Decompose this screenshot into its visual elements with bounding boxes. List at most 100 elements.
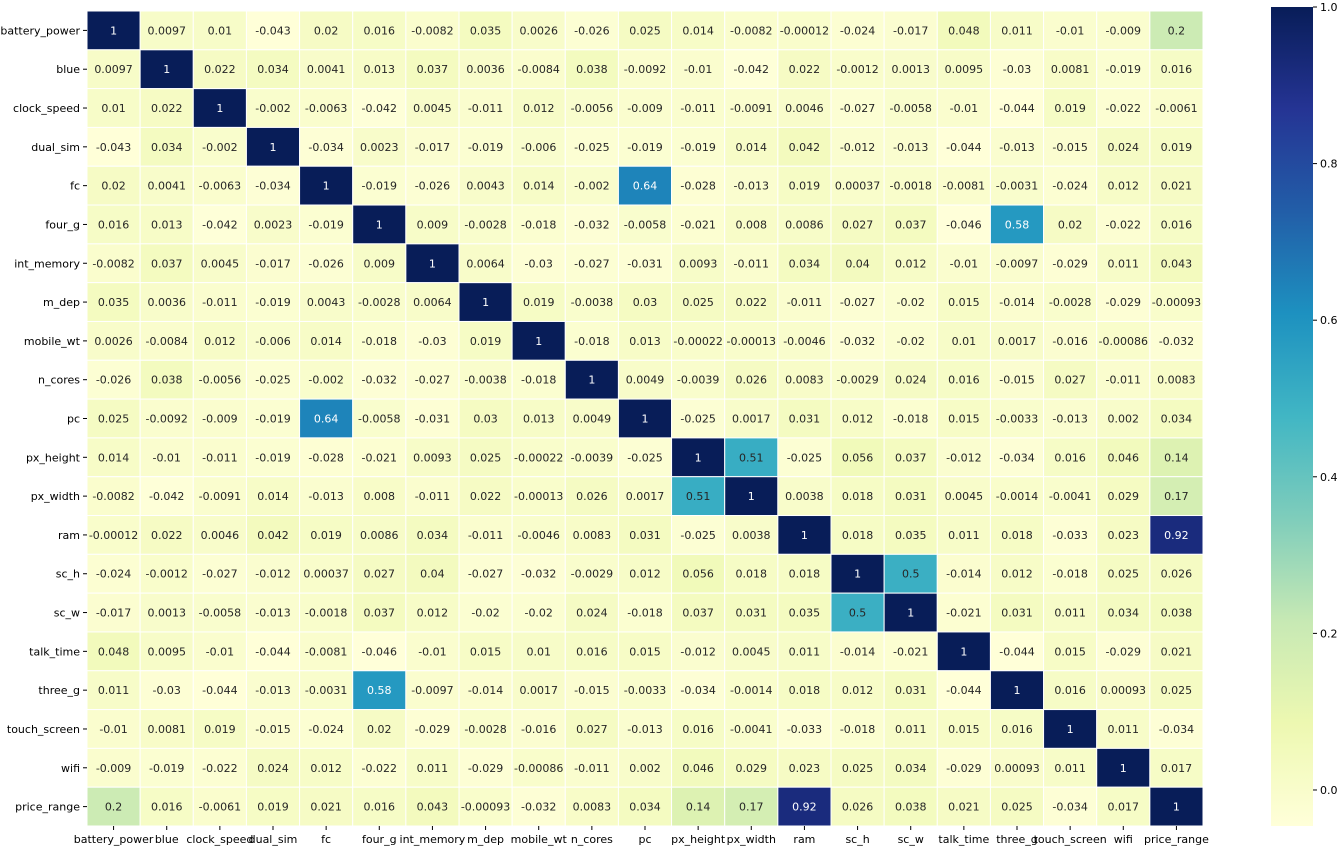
heatmap-cell	[777, 592, 832, 633]
heatmap-cell	[245, 126, 301, 167]
cell-value-label: 0.017	[1108, 801, 1140, 814]
heatmap-cell	[458, 49, 513, 90]
cell-value-label: 0.016	[1001, 723, 1033, 736]
heatmap-cell	[192, 592, 247, 633]
heatmap-cell	[989, 515, 1045, 555]
heatmap-cell	[777, 204, 832, 245]
cell-value-label: -0.013	[627, 723, 662, 736]
cell-value-label: 0.01	[208, 24, 233, 37]
cell-value-label: -0.029	[946, 762, 981, 775]
heatmap-cell	[564, 126, 619, 167]
colorbar: 0.0 0.2 0.4 0.6 0.8 1.0	[1271, 1, 1338, 826]
heatmap-cell	[299, 243, 354, 284]
y-tick-label: touch_screen	[7, 723, 80, 736]
heatmap-cell	[564, 359, 619, 400]
heatmap-cell	[1043, 282, 1098, 322]
cell-value-label: -0.0014	[730, 684, 772, 697]
heatmap-cell	[989, 631, 1045, 672]
cell-value-label: -0.0033	[624, 684, 666, 697]
heatmap-cell	[671, 670, 726, 711]
cell-value-label: 0.031	[789, 413, 821, 426]
heatmap-cell	[936, 359, 991, 400]
cell-value-label: 0.035	[789, 607, 821, 620]
cell-value-label: 0.034	[1161, 413, 1193, 426]
heatmap-cell	[883, 204, 938, 245]
heatmap-cell	[299, 786, 354, 827]
heatmap-cell	[405, 126, 460, 167]
heatmap-cell	[724, 592, 779, 633]
cell-value-label: -0.031	[415, 413, 450, 426]
heatmap-cell	[989, 204, 1045, 245]
cell-value-label: 1	[535, 335, 542, 348]
cell-value-label: -0.01	[152, 451, 180, 464]
x-tick-label: pc	[638, 833, 651, 846]
cell-value-label: -0.034	[1159, 723, 1194, 736]
cell-value-label: -0.0082	[411, 24, 453, 37]
cell-value-label: 0.0049	[626, 374, 665, 387]
cell-value-label: -0.026	[415, 180, 450, 193]
cell-value-label: -0.013	[734, 180, 769, 193]
cell-value-label: 0.0083	[573, 529, 612, 542]
cell-value-label: 0.021	[1161, 645, 1193, 658]
cell-value-label: -0.0092	[145, 413, 187, 426]
heatmap-cell	[458, 88, 513, 128]
heatmap-cell	[245, 282, 301, 322]
cell-value-label: -0.043	[96, 141, 131, 154]
heatmap-cell	[1043, 49, 1098, 90]
cell-value-label: -0.025	[255, 374, 290, 387]
heatmap-cell	[724, 320, 779, 361]
cell-value-label: 0.011	[417, 762, 449, 775]
cell-value-label: 0.022	[204, 63, 236, 76]
heatmap-cell	[671, 592, 726, 633]
x-tick-label: mobile_wt	[511, 833, 568, 846]
heatmap-cell	[299, 359, 354, 400]
heatmap-cell	[458, 786, 513, 827]
x-tick-label: clock_speed	[186, 833, 253, 846]
cell-value-label: 0.011	[948, 529, 980, 542]
cell-value-label: -0.0028	[1049, 296, 1091, 309]
cell-value-label: 1	[323, 180, 330, 193]
x-tick-label: sc_w	[898, 833, 924, 846]
heatmap-cell	[352, 398, 407, 439]
cell-value-label: 0.038	[151, 374, 183, 387]
cell-value-label: -0.015	[574, 684, 609, 697]
cell-value-label: -0.019	[362, 180, 397, 193]
heatmap-cell	[1043, 320, 1098, 361]
heatmap-cell	[617, 476, 673, 517]
heatmap-cell	[830, 49, 885, 90]
y-tick-label: three_g	[38, 684, 80, 697]
heatmap-cell	[352, 88, 407, 128]
cell-value-label: 0.012	[842, 684, 874, 697]
cell-value-label: 1	[642, 413, 649, 426]
cell-value-label: 1	[854, 568, 861, 581]
heatmap-cell	[299, 165, 354, 206]
heatmap-cell	[458, 398, 513, 439]
cell-value-label: -0.0012	[145, 568, 187, 581]
heatmap-cell	[352, 437, 407, 478]
cell-value-label: 0.019	[204, 723, 236, 736]
cell-value-label: -0.027	[840, 102, 875, 115]
heatmap-cell	[139, 49, 194, 90]
cell-value-label: 0.034	[1108, 607, 1140, 620]
cell-value-label: 0.042	[789, 141, 821, 154]
cell-value-label: 0.012	[629, 568, 661, 581]
heatmap-cell	[511, 243, 566, 284]
cell-value-label: 0.024	[257, 762, 289, 775]
cell-value-label: 0.2	[105, 801, 123, 814]
cell-value-label: -0.00013	[727, 335, 776, 348]
cell-value-label: -0.018	[574, 335, 609, 348]
cell-value-label: 0.012	[895, 257, 927, 270]
cell-value-label: 0.031	[1001, 607, 1033, 620]
heatmap-cell	[511, 126, 566, 167]
heatmap-cell	[245, 165, 301, 206]
colorbar-tick-label: 0.2	[1320, 627, 1338, 640]
y-tick-label: px_height	[26, 451, 81, 464]
heatmap-cell	[405, 398, 460, 439]
cell-value-label: -0.013	[1052, 413, 1087, 426]
cell-value-label: 0.011	[98, 684, 130, 697]
heatmap-cell	[1149, 437, 1204, 478]
cell-value-label: 0.51	[686, 490, 711, 503]
cell-value-label: 0.013	[629, 335, 661, 348]
cell-value-label: 0.025	[1001, 801, 1033, 814]
cell-value-label: 0.037	[895, 218, 927, 231]
